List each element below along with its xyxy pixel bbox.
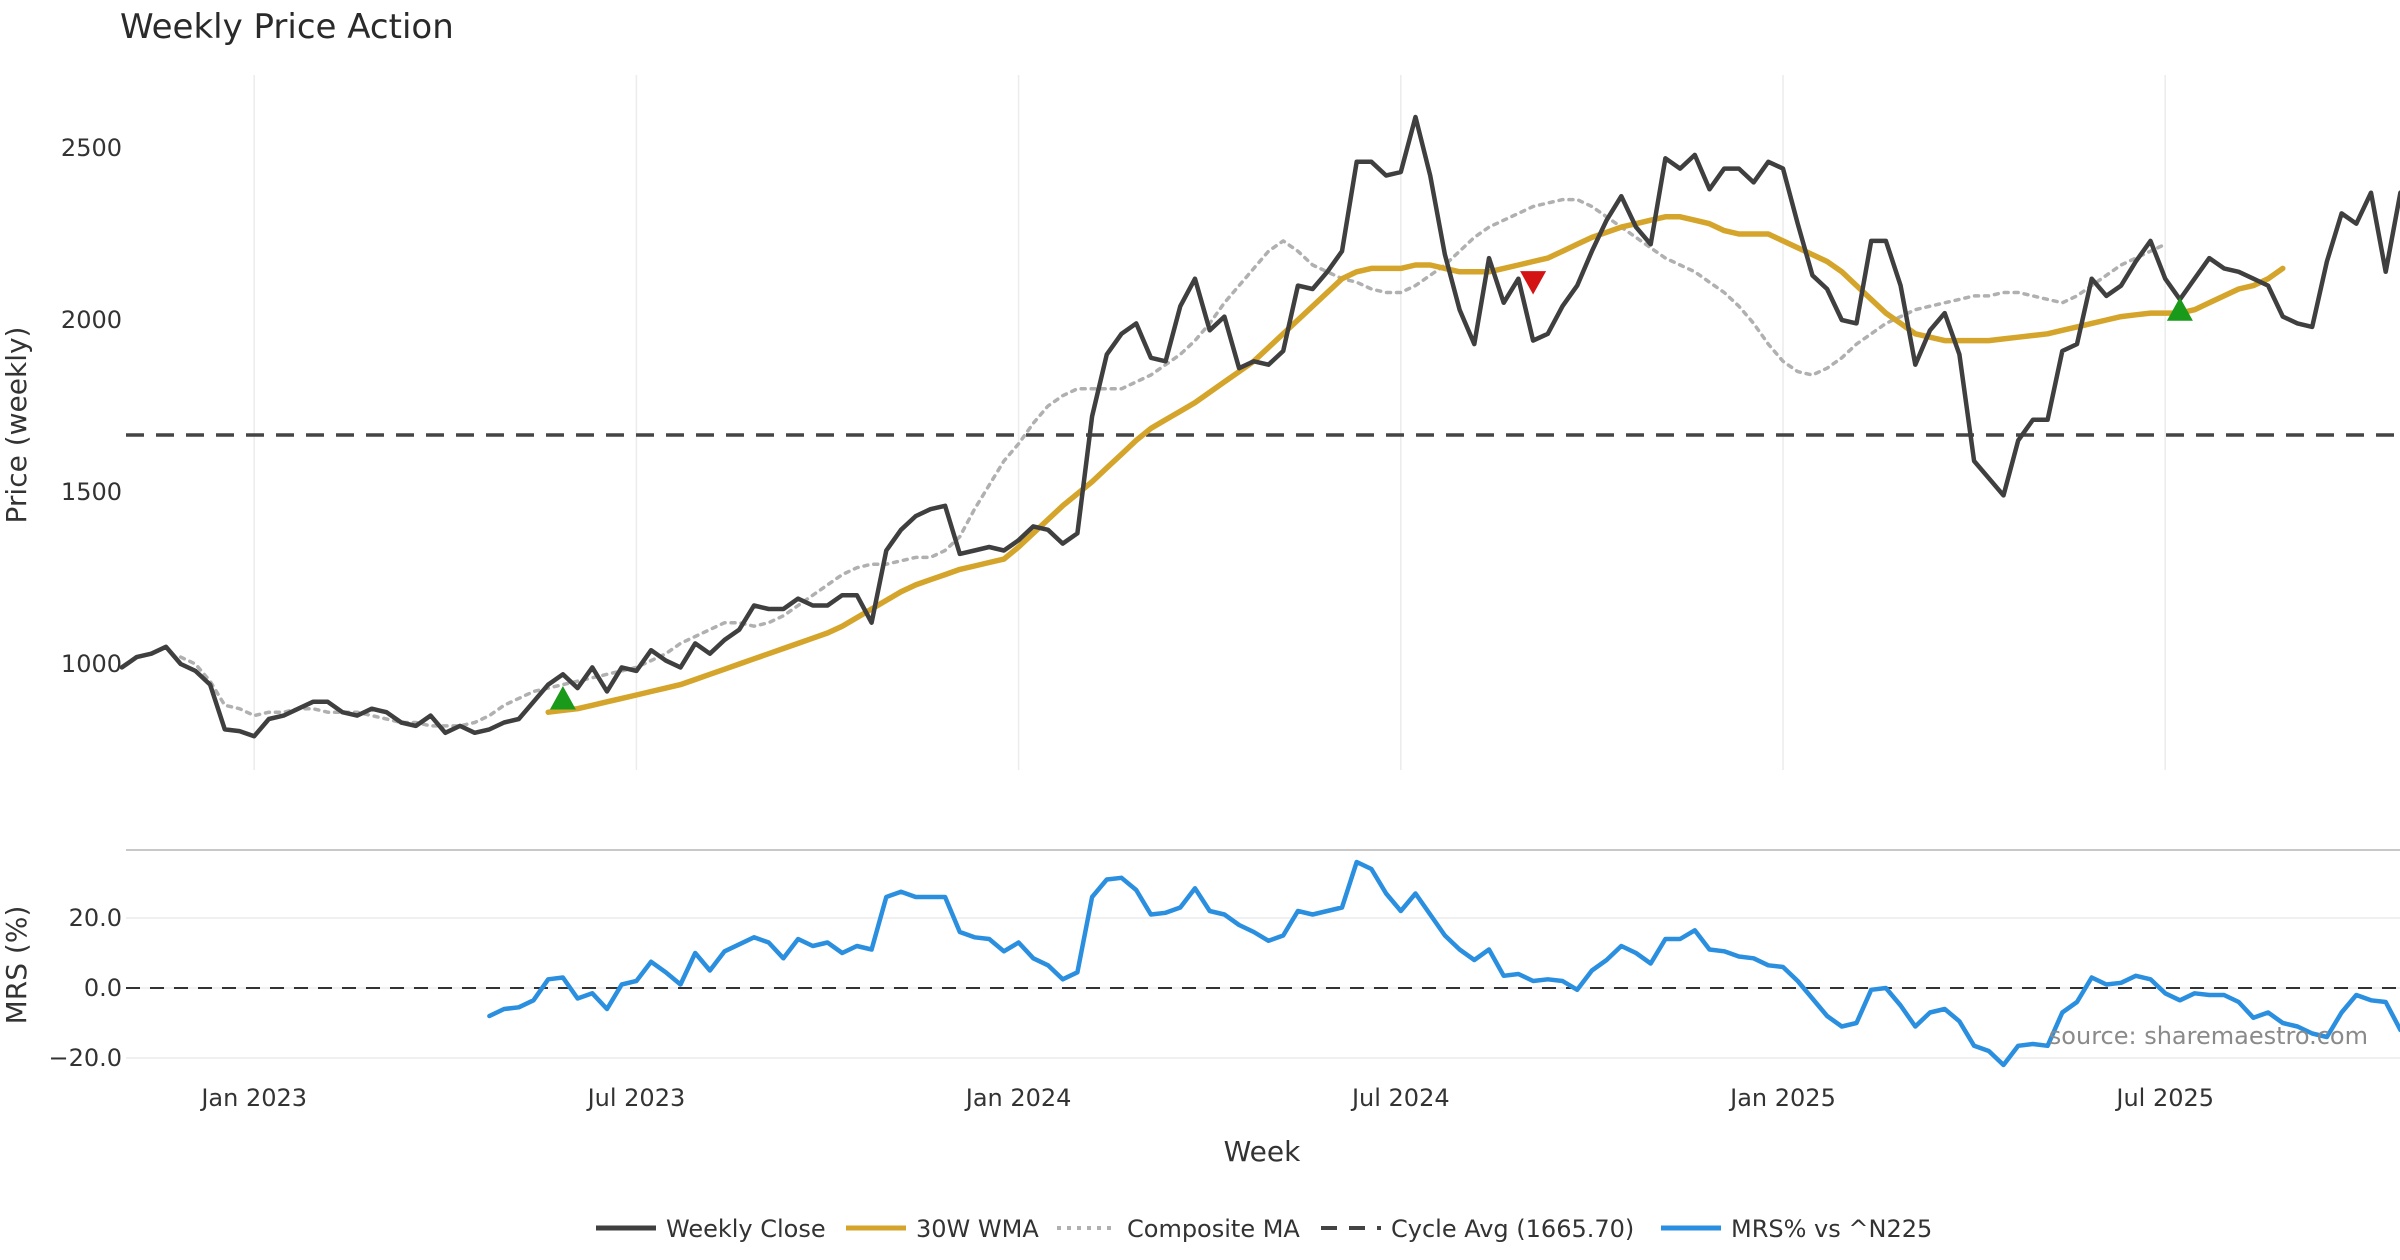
legend-label: Cycle Avg (1665.70) [1391,1215,1634,1243]
mrs-series-group [126,859,2400,1068]
legend-label: Composite MA [1127,1215,1300,1243]
weekly-close-line [119,114,2400,739]
price-series-group [119,114,2400,739]
mrs-line [487,859,2400,1068]
mrs-y-tick-label: −20.0 [48,1044,122,1072]
x-tick-label: Jan 2023 [199,1084,307,1112]
price-y-tick-label: 2000 [61,306,122,334]
mrs-y-tick-label: 0.0 [84,974,122,1002]
x-tick-label: Jan 2025 [1728,1084,1836,1112]
price-y-tick-label: 1500 [61,478,122,506]
chart-legend: Weekly Close 30W WMA Composite MA Cycle Avg… [596,1215,1932,1243]
signal-markers [549,271,2193,710]
x-tick-label: Jul 2024 [1350,1084,1450,1112]
mrs-panel: 20.0 0.0 −20.0 [48,859,2400,1072]
x-axis-ticks: Jan 2023 Jul 2023 Jan 2024 Jul 2024 Jan 2025… [199,1084,2214,1112]
x-tick-label: Jul 2025 [2114,1084,2214,1112]
source-watermark: source: sharemaestro.com [2049,1022,2368,1050]
grid-lines [126,75,2400,1059]
chart-title: Weekly Price Action [120,7,454,47]
buy-signal-marker [549,686,576,710]
price-panel: 1000 1500 2000 2500 [61,114,2400,739]
composite-ma-line [178,197,2167,728]
sell-signal-marker [1520,271,1547,295]
x-tick-label: Jan 2024 [964,1084,1072,1112]
legend-label: Weekly Close [666,1215,826,1243]
mrs-y-tick-label: 20.0 [69,904,122,932]
30w-wma-line [545,214,2286,715]
price-y-axis-label: Price (weekly) [0,327,33,524]
price-y-tick-label: 2500 [61,134,122,162]
price-y-tick-label: 1000 [61,650,122,678]
x-axis-label: Week [1224,1135,1301,1168]
mrs-y-axis-label: MRS (%) [0,906,33,1025]
legend-label: MRS% vs ^N225 [1731,1215,1932,1243]
price-y-ticks: 1000 1500 2000 2500 [61,134,122,678]
mrs-y-ticks: 20.0 0.0 −20.0 [48,904,122,1072]
legend-label: 30W WMA [916,1215,1039,1243]
buy-signal-marker [2166,297,2193,321]
x-tick-label: Jul 2023 [586,1084,686,1112]
